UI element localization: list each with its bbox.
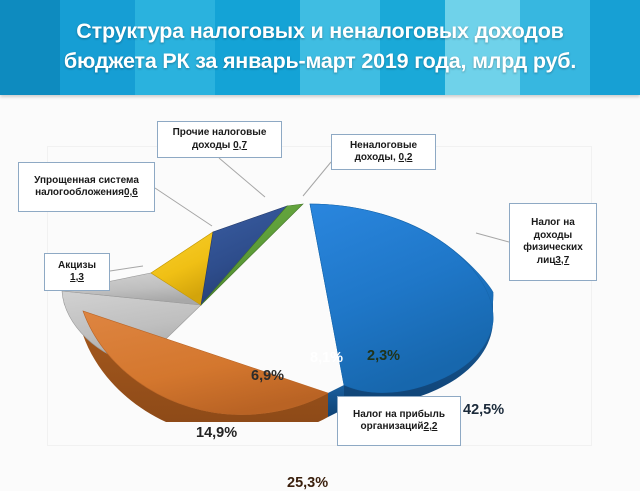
plot-area-frame	[47, 146, 592, 446]
callout-text: Налог на доходы физических лиц3,7	[523, 217, 583, 266]
pie-chart-svg	[61, 203, 494, 422]
pie-slice-profit-top	[82, 310, 329, 415]
title-banner: Структура налоговых и неналоговых доходо…	[0, 0, 640, 95]
pie-label-nontax: 2,3%	[367, 348, 401, 364]
callout-excise[interactable]: Акцизы 1,3	[44, 253, 110, 291]
callout-personal-income-tax[interactable]: Налог на доходы физических лиц3,7	[509, 203, 597, 281]
leader-line-excise	[109, 265, 144, 272]
leader-line-usn	[154, 187, 213, 227]
pie-chart: 42,5% 25,3% 14,9% 6,9% 8,1% 2,3%	[55, 162, 535, 491]
callout-text: Упрощенная система налогообложения0,6	[34, 174, 139, 199]
callout-other-tax-revenue[interactable]: Прочие налоговые доходы 0,7	[157, 121, 282, 158]
pie-label-profit: 25,3%	[287, 475, 329, 491]
callout-text: Неналоговые доходы, 0,2	[349, 139, 418, 164]
callout-text: Прочие налоговые доходы 0,7	[172, 127, 267, 151]
pie-label-other: 8,1%	[310, 350, 344, 366]
callout-text: Акцизы 1,3	[57, 259, 97, 284]
pie-label-vat: 14,9%	[196, 425, 238, 441]
callout-simplified-tax[interactable]: Упрощенная система налогообложения0,6	[18, 162, 155, 212]
leader-line-nontax	[302, 161, 332, 197]
callout-non-tax-revenue[interactable]: Неналоговые доходы, 0,2	[331, 134, 436, 170]
leader-line-ndfl	[475, 232, 510, 243]
pie-slice-nontax-top	[200, 203, 304, 306]
page-title: Структура налоговых и неналоговых доходо…	[63, 19, 577, 73]
leader-line-other	[218, 157, 266, 198]
pie-slice-profit-side	[83, 311, 328, 422]
callout-text: Налог на прибыль организаций2,2	[353, 408, 445, 433]
pie-label-usn: 6,9%	[251, 368, 285, 384]
callout-corporate-profit-tax[interactable]: Налог на прибыль организаций2,2	[337, 396, 461, 446]
pie-label-ndfl: 42,5%	[463, 402, 505, 418]
